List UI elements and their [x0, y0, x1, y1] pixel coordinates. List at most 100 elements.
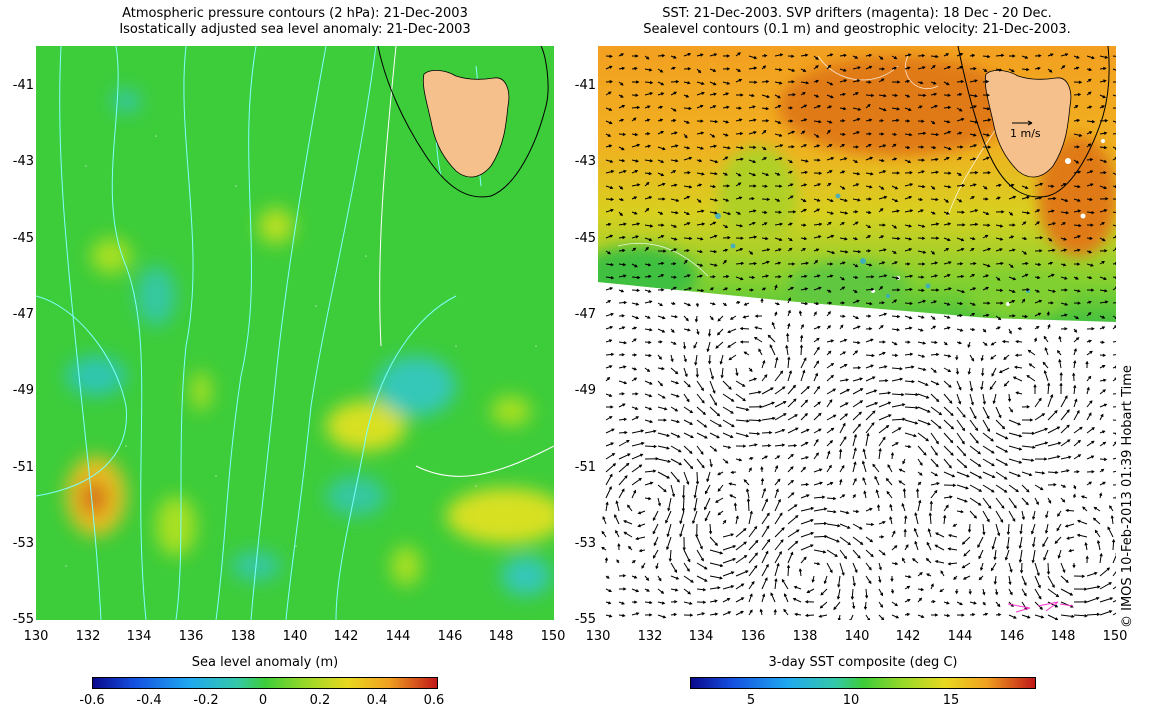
left-lat-tick: -41 [12, 78, 34, 93]
velocity-arrow-head [1082, 506, 1086, 510]
velocity-arrow-head [1012, 248, 1016, 252]
velocity-arrow-head [946, 120, 951, 124]
velocity-arrow-head [961, 183, 966, 188]
velocity-arrow-head [874, 402, 879, 406]
velocity-arrow-head [902, 557, 905, 561]
velocity-arrow-head [987, 264, 991, 268]
velocity-arrow-head [880, 592, 883, 597]
velocity-arrow-head [648, 340, 652, 344]
velocity-arrow-head [984, 68, 988, 72]
velocity-arrow [735, 516, 739, 525]
velocity-arrow-head [1036, 221, 1040, 225]
velocity-arrow-head [1096, 597, 1100, 601]
velocity-arrow-head [754, 326, 758, 330]
velocity-arrow-head [1109, 610, 1113, 614]
velocity-arrow-head [958, 156, 962, 160]
velocity-arrow-head [723, 259, 727, 264]
velocity-arrow [878, 313, 887, 317]
velocity-arrow [683, 380, 691, 388]
velocity-arrow-head [1102, 238, 1106, 242]
left-lat-tick: -47 [12, 307, 34, 322]
velocity-arrow-head [752, 173, 757, 177]
velocity-arrow-head [1091, 210, 1095, 215]
velocity-arrow [852, 478, 857, 486]
velocity-arrow-head [868, 53, 873, 57]
velocity-arrow-head [816, 337, 820, 341]
velocity-arrow-head [742, 444, 747, 448]
velocity-arrow-head [943, 514, 947, 519]
velocity-arrow-head [958, 341, 963, 345]
velocity-arrow-head [1066, 469, 1070, 473]
velocity-arrow-head [907, 66, 911, 70]
velocity-arrow [800, 262, 809, 265]
velocity-arrow-head [830, 427, 835, 431]
velocity-arrow-head [763, 54, 768, 58]
velocity-arrow-head [623, 341, 628, 345]
velocity-arrow-head [634, 170, 639, 174]
velocity-arrow-head [634, 132, 639, 137]
velocity-arrow [1032, 510, 1036, 520]
velocity-arrow [1099, 55, 1108, 59]
velocity-arrow-head [1000, 53, 1005, 58]
velocity-arrow [657, 484, 667, 492]
velocity-arrow-head [623, 381, 628, 385]
velocity-arrow-head [932, 316, 936, 320]
velocity-arrow-head [687, 328, 691, 332]
velocity-arrow-head [684, 135, 688, 139]
velocity-arrow [826, 549, 838, 557]
velocity-arrow [670, 198, 679, 202]
velocity-arrow-head [1086, 386, 1090, 391]
velocity-arrow-head [1017, 327, 1021, 331]
velocity-arrow-head [833, 414, 837, 418]
velocity-arrow [774, 357, 778, 369]
velocity-arrow [605, 474, 613, 486]
velocity-arrow-head [1012, 223, 1016, 227]
velocity-arrow [679, 510, 685, 524]
velocity-arrow-head [1044, 441, 1049, 445]
velocity-arrow-head [952, 483, 957, 487]
velocity-arrow-head [754, 564, 758, 569]
velocity-arrow-head [1035, 501, 1039, 506]
velocity-arrow-head [901, 502, 905, 507]
velocity-arrow-head [758, 418, 762, 423]
velocity-arrow [1112, 263, 1116, 265]
velocity-arrow-head [1017, 473, 1021, 478]
velocity-arrow-head [637, 524, 641, 528]
velocity-arrow-head [635, 235, 640, 239]
velocity-arrow-head [702, 411, 706, 416]
velocity-arrow-head [662, 316, 666, 320]
velocity-arrow-head [1012, 195, 1017, 199]
velocity-arrow-head [712, 221, 717, 225]
velocity-arrow-head [1078, 133, 1083, 137]
velocity-arrow-head [1100, 413, 1104, 418]
velocity-arrow-head [775, 488, 779, 492]
right-lat-tick: -53 [574, 536, 596, 551]
velocity-arrow-head [648, 68, 653, 72]
velocity-arrow-head [836, 539, 840, 543]
velocity-arrow-head [986, 415, 990, 420]
velocity-arrow [813, 386, 820, 395]
velocity-arrow [982, 406, 990, 419]
velocity-arrow-head [727, 445, 732, 449]
velocity-arrow [683, 287, 692, 291]
velocity-arrow-head [702, 588, 707, 592]
velocity-arrow [826, 375, 834, 382]
velocity-arrow-head [923, 452, 927, 456]
velocity-arrow-head [991, 450, 995, 454]
velocity-arrow-head [818, 120, 822, 124]
velocity-arrow-head [974, 209, 979, 213]
velocity-arrow-head [818, 428, 822, 432]
velocity-arrow-head [997, 196, 1001, 200]
velocity-arrow-head [682, 346, 687, 350]
velocity-arrow-head [922, 341, 927, 345]
velocity-arrow-head [893, 66, 898, 70]
velocity-arrow [943, 380, 952, 388]
velocity-arrow-head [919, 462, 923, 466]
velocity-arrow-head [668, 558, 672, 562]
velocity-arrow [813, 413, 822, 421]
velocity-arrow-head [1103, 159, 1108, 163]
velocity-arrow [631, 430, 644, 434]
velocity-arrow [683, 406, 693, 414]
velocity-arrow-head [978, 576, 982, 581]
velocity-arrow-head [827, 450, 831, 454]
